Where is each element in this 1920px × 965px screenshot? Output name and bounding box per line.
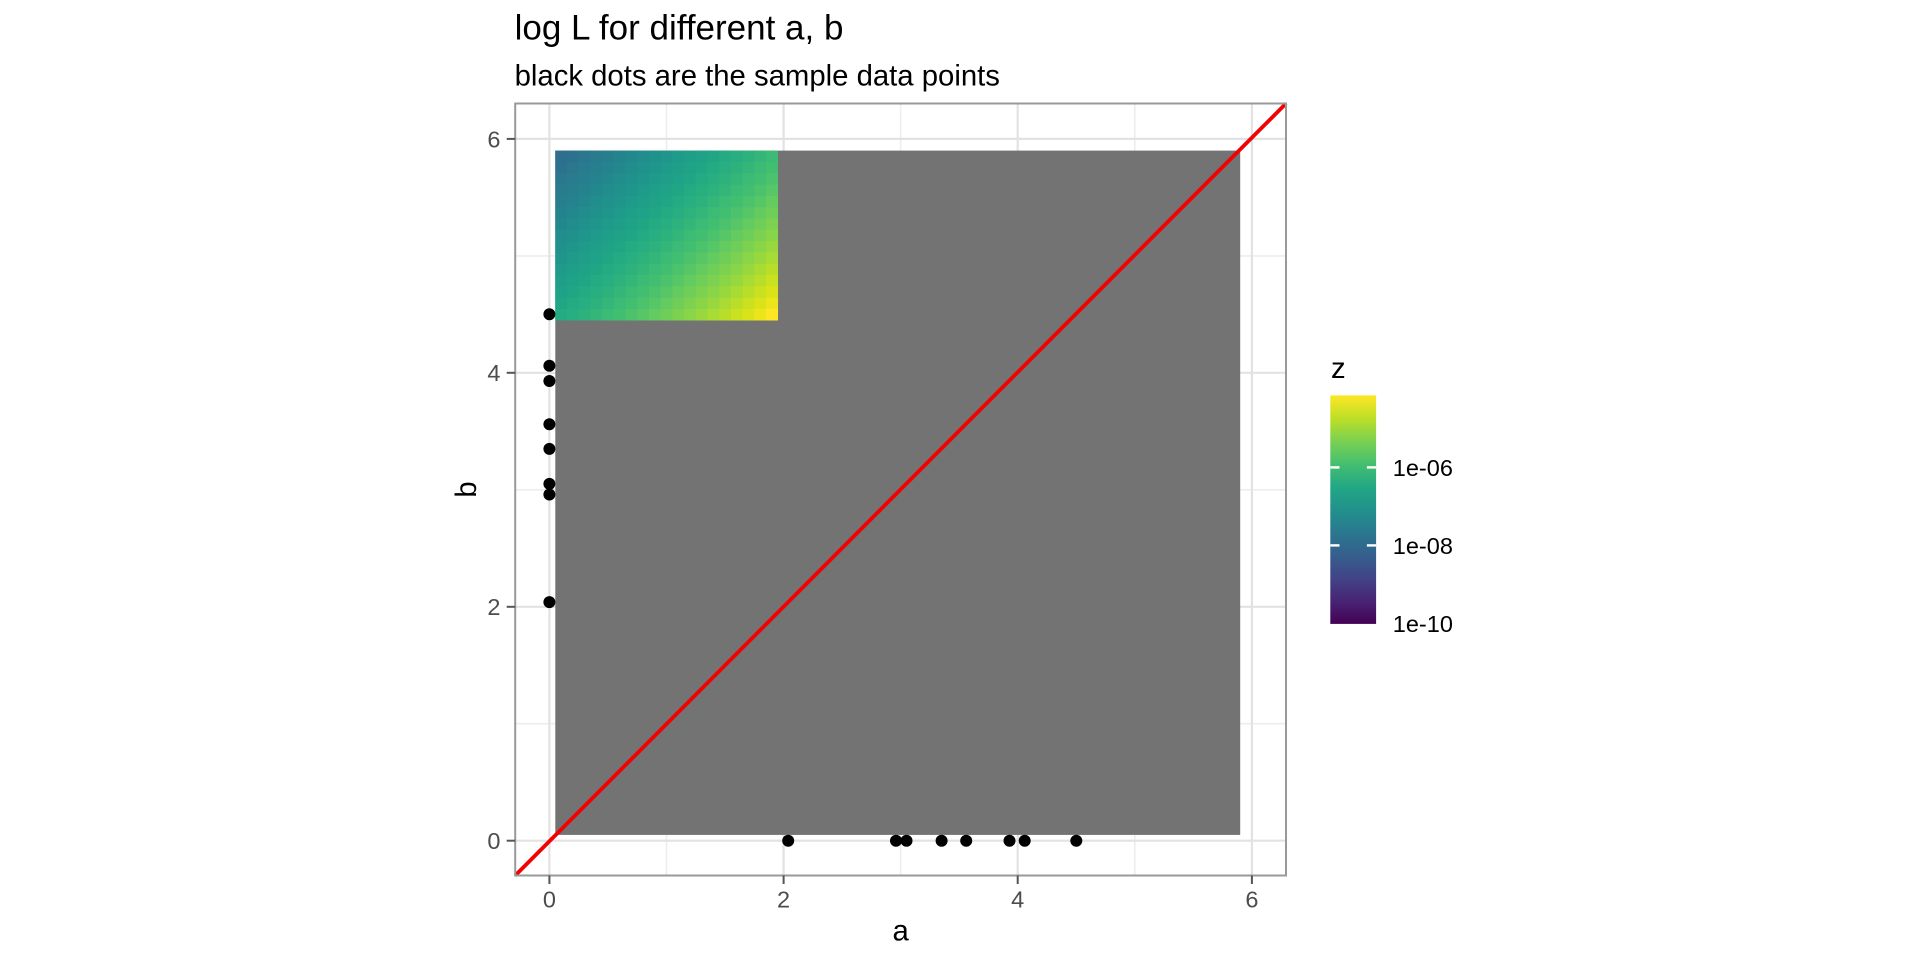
svg-text:1e-10: 1e-10 xyxy=(1393,611,1453,637)
svg-text:z: z xyxy=(1331,352,1346,385)
svg-text:0: 0 xyxy=(543,887,556,913)
svg-text:a: a xyxy=(893,915,910,948)
svg-text:0: 0 xyxy=(487,828,500,854)
svg-text:2: 2 xyxy=(777,887,790,913)
svg-text:4: 4 xyxy=(487,360,500,386)
svg-text:4: 4 xyxy=(1011,887,1024,913)
svg-text:6: 6 xyxy=(487,126,500,152)
svg-text:log L for different a, b: log L for different a, b xyxy=(515,9,844,48)
svg-text:b: b xyxy=(450,481,483,497)
svg-text:6: 6 xyxy=(1245,887,1258,913)
svg-text:1e-08: 1e-08 xyxy=(1393,533,1453,559)
svg-text:black dots are the sample data: black dots are the sample data points xyxy=(515,60,1000,93)
svg-text:1e-06: 1e-06 xyxy=(1393,455,1453,481)
svg-text:2: 2 xyxy=(487,594,500,620)
